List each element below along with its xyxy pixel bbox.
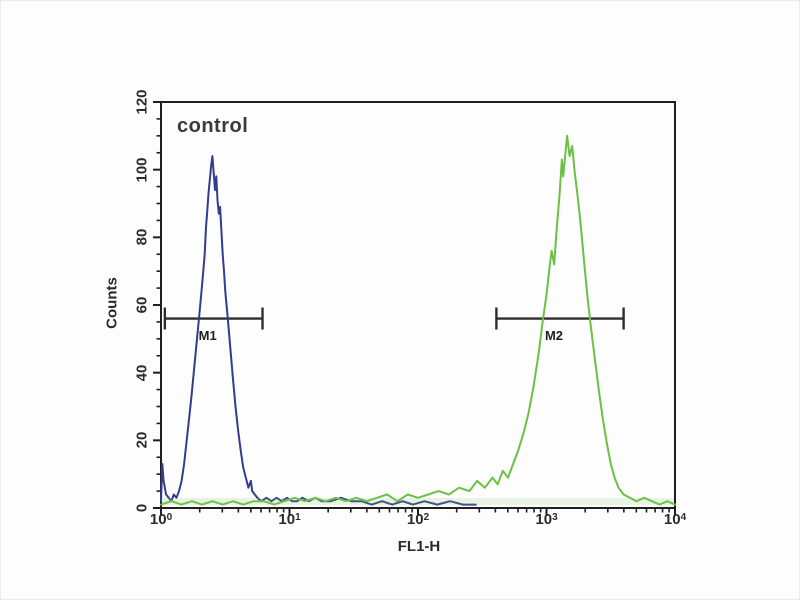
y-tick-label: 0: [133, 503, 151, 513]
y-tick-label: 100: [133, 157, 151, 183]
x-tick-label: 100: [149, 511, 173, 528]
x-tick-label: 103: [535, 511, 558, 528]
y-tick-label: 60: [133, 296, 151, 314]
x-axis-title: FL1-H: [397, 538, 441, 555]
gate-label-M1: M1: [198, 327, 217, 343]
curve-sample: [160, 134, 676, 506]
y-tick-label: 20: [133, 431, 151, 449]
y-tick-label: 120: [133, 89, 151, 115]
y-tick-label: 80: [133, 228, 151, 246]
control-annotation: control: [177, 115, 249, 137]
y-axis-title: Counts: [103, 277, 121, 329]
gate-label-M2: M2: [544, 327, 564, 343]
plot-border: [160, 101, 676, 509]
x-tick-label: 101: [278, 511, 301, 528]
x-tick-label: 104: [663, 511, 687, 528]
y-tick-label: 40: [133, 364, 151, 381]
x-tick-label: 102: [406, 511, 430, 528]
